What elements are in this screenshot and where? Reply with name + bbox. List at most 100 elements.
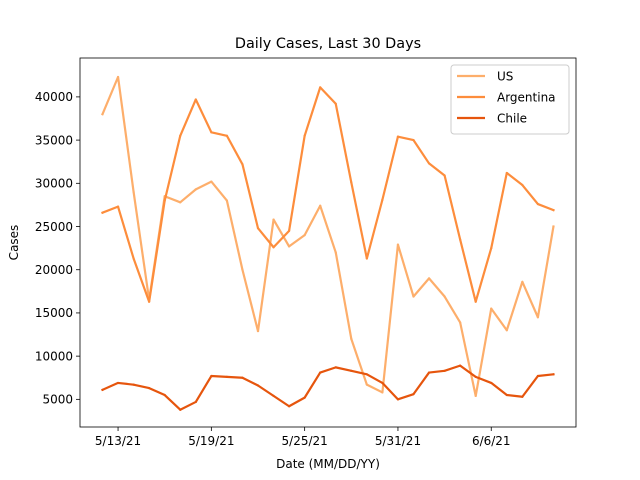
y-tick-label: 15000 bbox=[35, 306, 73, 320]
data-point-chile bbox=[163, 393, 166, 397]
data-point-us bbox=[381, 391, 384, 394]
x-tick-label: 5/31/21 bbox=[375, 434, 421, 448]
data-point-argentina bbox=[350, 181, 353, 184]
data-point-chile bbox=[241, 376, 244, 379]
data-point-argentina bbox=[148, 300, 151, 303]
data-point-chile bbox=[490, 381, 493, 385]
data-point-argentina bbox=[427, 162, 431, 165]
data-point-argentina bbox=[365, 257, 368, 260]
x-tick-label: 5/19/21 bbox=[188, 434, 234, 448]
series-line-us bbox=[101, 75, 555, 397]
data-point-argentina bbox=[256, 227, 260, 230]
series-line-chile bbox=[101, 364, 555, 411]
data-point-argentina bbox=[210, 131, 213, 134]
data-point-chile bbox=[412, 393, 415, 396]
data-point-argentina bbox=[303, 134, 306, 137]
legend-label-argentina: Argentina bbox=[497, 90, 556, 104]
data-point-chile bbox=[256, 384, 260, 387]
data-point-us bbox=[536, 316, 540, 319]
data-point-us bbox=[272, 218, 275, 221]
data-point-chile bbox=[319, 371, 322, 374]
data-point-argentina bbox=[490, 247, 493, 250]
data-point-chile bbox=[350, 369, 353, 372]
data-point-chile bbox=[225, 375, 228, 378]
data-point-chile bbox=[132, 383, 135, 386]
x-axis: 5/13/21 5/19/21 5/25/21 5/31/21 6/6/21 bbox=[95, 427, 511, 448]
data-point-argentina bbox=[179, 134, 182, 137]
data-point-argentina bbox=[474, 300, 477, 303]
data-point-chile bbox=[474, 375, 477, 378]
data-point-chile bbox=[288, 405, 291, 408]
data-point-argentina bbox=[396, 135, 400, 138]
data-point-us bbox=[303, 234, 306, 237]
data-point-chile bbox=[116, 381, 120, 385]
data-point-us bbox=[116, 75, 120, 79]
data-point-chile bbox=[396, 398, 400, 401]
data-point-us bbox=[334, 251, 337, 254]
data-point-chile bbox=[505, 393, 508, 397]
data-point-us bbox=[350, 337, 353, 340]
data-point-argentina bbox=[132, 257, 135, 260]
legend-label-chile: Chile bbox=[497, 111, 527, 125]
y-tick-label: 40000 bbox=[35, 90, 73, 104]
data-point-us bbox=[459, 321, 462, 324]
data-point-chile bbox=[334, 366, 337, 369]
plot-frame bbox=[79, 57, 577, 428]
data-point-us bbox=[225, 199, 228, 202]
data-point-us bbox=[521, 280, 524, 283]
data-point-us bbox=[365, 383, 368, 386]
data-point-chile bbox=[443, 369, 446, 372]
x-axis-label: Date (MM/DD/YY) bbox=[276, 457, 380, 471]
chart-title: Daily Cases, Last 30 Days bbox=[235, 36, 421, 52]
data-point-argentina bbox=[443, 174, 446, 177]
legend-box bbox=[450, 64, 570, 135]
series-line-argentina bbox=[101, 86, 555, 303]
data-point-us bbox=[474, 394, 477, 397]
data-point-chile bbox=[521, 395, 524, 398]
data-point-argentina bbox=[536, 202, 540, 206]
data-point-us bbox=[552, 225, 555, 228]
data-point-argentina bbox=[225, 134, 228, 137]
y-axis-label: Cases bbox=[7, 225, 21, 261]
series-layer bbox=[101, 75, 555, 411]
data-point-us bbox=[288, 245, 291, 248]
data-point-chile bbox=[148, 387, 151, 390]
data-point-chile bbox=[427, 371, 431, 374]
data-point-chile bbox=[459, 364, 462, 367]
data-point-chile bbox=[303, 396, 306, 399]
data-point-us bbox=[412, 295, 415, 298]
data-point-argentina bbox=[334, 102, 337, 105]
data-point-chile bbox=[194, 400, 197, 404]
data-point-chile bbox=[365, 373, 368, 376]
data-point-argentina bbox=[505, 171, 508, 175]
data-point-us bbox=[396, 243, 400, 246]
data-point-us bbox=[490, 307, 493, 310]
data-point-us bbox=[210, 180, 213, 183]
data-point-us bbox=[132, 190, 135, 194]
data-point-us bbox=[194, 188, 197, 191]
data-point-argentina bbox=[552, 208, 555, 212]
data-point-us bbox=[427, 277, 431, 280]
data-point-chile bbox=[179, 408, 182, 411]
data-point-argentina bbox=[101, 211, 104, 214]
data-point-argentina bbox=[459, 238, 462, 241]
data-point-chile bbox=[272, 394, 275, 397]
data-point-chile bbox=[210, 374, 213, 378]
data-point-us bbox=[256, 329, 260, 333]
data-point-chile bbox=[536, 374, 540, 378]
data-point-us bbox=[241, 268, 244, 271]
data-point-us bbox=[505, 329, 508, 332]
data-point-argentina bbox=[163, 199, 166, 202]
x-tick-label: 5/25/21 bbox=[282, 434, 328, 448]
y-tick-label: 10000 bbox=[35, 349, 73, 363]
data-point-us bbox=[443, 295, 446, 298]
data-point-argentina bbox=[272, 246, 275, 249]
data-point-argentina bbox=[288, 229, 291, 232]
x-tick-label: 6/6/21 bbox=[472, 434, 511, 448]
legend-label-us: US bbox=[497, 69, 513, 83]
y-tick-label: 20000 bbox=[35, 263, 73, 277]
y-tick-label: 25000 bbox=[35, 220, 73, 234]
y-tick-label: 5000 bbox=[42, 393, 73, 407]
y-tick-label: 30000 bbox=[35, 177, 73, 191]
